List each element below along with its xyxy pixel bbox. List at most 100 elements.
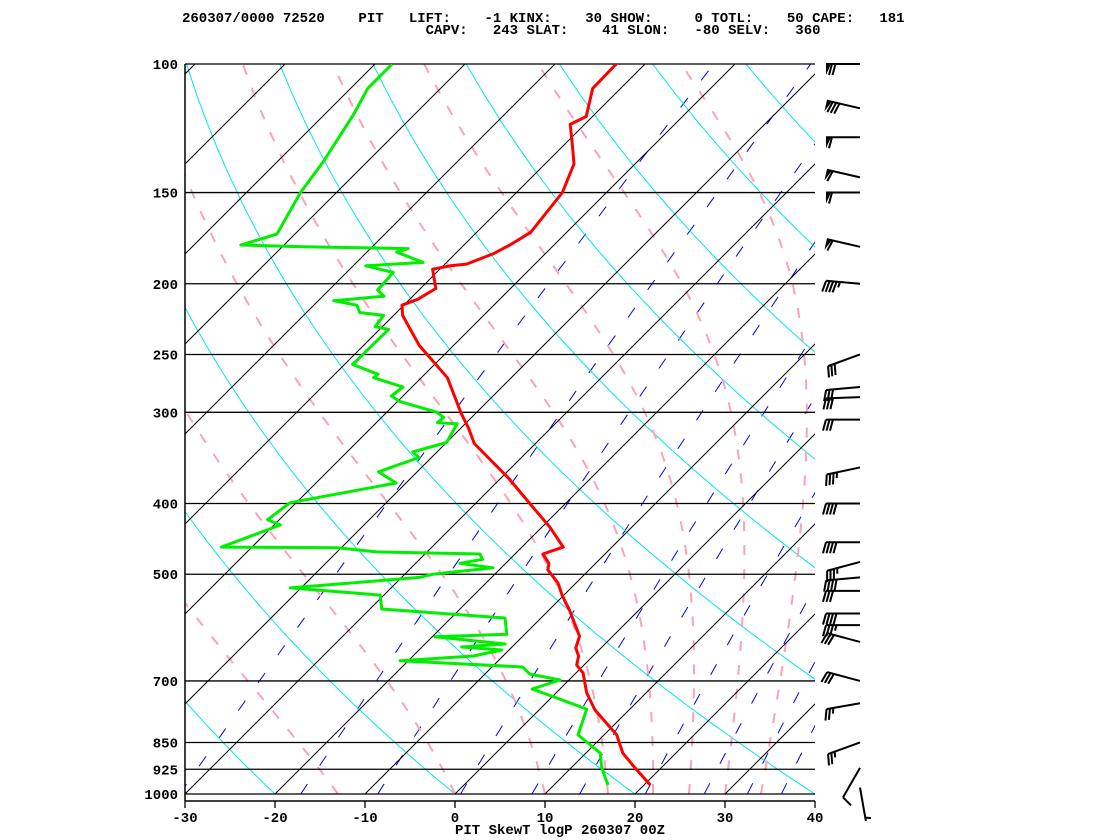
- pressure-tick-label: 850: [153, 736, 178, 752]
- barb-feather: [829, 503, 834, 515]
- barb-feather: [826, 579, 831, 592]
- wind-barb: [820, 671, 861, 685]
- dry-adiabat-line: [186, 64, 815, 794]
- barb-feather: [822, 624, 827, 637]
- barb-feather: [827, 366, 830, 378]
- barb-shaft: [826, 279, 861, 285]
- barb-feather: [820, 671, 829, 683]
- barb-feather: [823, 580, 828, 592]
- isotherm-line: [185, 64, 736, 615]
- temperature-tick-label: 10: [537, 811, 554, 827]
- barb-half-feather: [831, 707, 835, 714]
- barb-feather: [830, 579, 835, 592]
- dry-adiabat-line: [279, 64, 815, 680]
- barb-feather: [825, 419, 831, 431]
- barb-half-feather: [834, 624, 838, 631]
- moist-adiabat-line: [185, 601, 339, 794]
- barb-feather: [828, 192, 833, 204]
- barb-feather: [842, 796, 852, 807]
- mixing-ratio-line: [185, 64, 714, 788]
- barb-shaft: [842, 767, 861, 798]
- wind-barb: [826, 191, 860, 204]
- barb-feather: [827, 754, 830, 766]
- barb-feather: [829, 590, 834, 603]
- pressure-tick-label: 400: [153, 498, 178, 514]
- barb-flag: [826, 64, 831, 75]
- wind-barb: [826, 560, 861, 583]
- wind-barb: [820, 632, 861, 646]
- dry-adiabat-line: [745, 64, 815, 143]
- wind-barb: [822, 612, 860, 625]
- barb-feather: [828, 63, 833, 76]
- moist-adiabat-line: [241, 64, 609, 794]
- barb-feather: [822, 398, 827, 410]
- wind-barbs: [820, 63, 872, 822]
- barb-shaft: [826, 560, 861, 572]
- barb-half-feather: [865, 816, 872, 820]
- barb-shaft: [825, 396, 861, 400]
- temperature-tick-label: 30: [717, 811, 734, 827]
- moist-adiabat-line: [185, 172, 546, 794]
- wind-barb: [824, 168, 861, 182]
- barb-feather: [827, 634, 835, 646]
- moist-adiabat-line: [423, 64, 695, 794]
- barb-feather: [829, 419, 834, 431]
- barb-shaft: [826, 632, 861, 643]
- isotherm-line: [274, 253, 815, 794]
- barb-shaft: [859, 787, 867, 822]
- moist-adiabat-line: [185, 408, 456, 794]
- wind-barb: [827, 741, 861, 766]
- isotherm-line: [185, 64, 286, 165]
- isotherm-line: [185, 64, 556, 435]
- pressure-tick-label: 200: [153, 278, 178, 294]
- barb-flag: [826, 192, 831, 204]
- barb-feather: [833, 579, 838, 591]
- barb-feather: [826, 240, 834, 252]
- barb-feather: [825, 474, 828, 486]
- barb-feather: [824, 280, 831, 293]
- barb-feather: [823, 389, 828, 402]
- wind-barb: [826, 63, 860, 76]
- barb-feather: [832, 503, 838, 515]
- dry-adiabat-line: [1026, 64, 1120, 794]
- pressure-tick-label: 150: [153, 187, 178, 203]
- isotherm-line: [634, 613, 815, 794]
- barb-shaft: [827, 353, 861, 368]
- pressure-tick-label: 925: [153, 763, 178, 779]
- pressure-tick-label: 1000: [144, 788, 178, 804]
- barb-feather: [825, 613, 831, 625]
- dewpoint-profile-line: [219, 64, 610, 786]
- isotherm-line: [364, 343, 815, 794]
- barb-feather: [822, 503, 827, 515]
- isotherm-line: [544, 523, 815, 794]
- header-line-1: 260307/0000 72520 PIT LIFT: -1 KINX: 30 …: [182, 11, 905, 27]
- isotherm-line: [185, 163, 815, 794]
- barb-shaft: [826, 671, 861, 682]
- barb-feather: [822, 419, 827, 431]
- wind-barb: [822, 396, 861, 410]
- wind-barb: [823, 576, 861, 592]
- pressure-tick-label: 250: [153, 348, 178, 364]
- temperature-tick-label: -20: [262, 811, 287, 827]
- barb-feather: [821, 280, 828, 292]
- barb-feather: [831, 63, 837, 76]
- wind-barb: [821, 279, 861, 293]
- mixing-ratio-line: [746, 660, 815, 794]
- temperature-tick-label: 20: [627, 811, 644, 827]
- barb-feather: [825, 590, 831, 603]
- barb-feather: [831, 281, 838, 293]
- barb-feather: [823, 633, 832, 645]
- dry-adiabat-line: [0, 64, 95, 794]
- wind-barb: [822, 502, 860, 515]
- barb-feather: [825, 503, 831, 515]
- barb-feather: [822, 541, 827, 554]
- barb-flag: [824, 239, 832, 250]
- chart-title: PIT SkewT logP 260307 00Z: [455, 823, 665, 839]
- temperature-profile-line: [400, 64, 652, 787]
- barb-shaft: [826, 386, 861, 391]
- temperature-tick-label: 40: [807, 811, 824, 827]
- mixing-ratio-line: [377, 143, 815, 794]
- wind-barb: [822, 418, 860, 431]
- dry-adiabat-line: [372, 64, 815, 569]
